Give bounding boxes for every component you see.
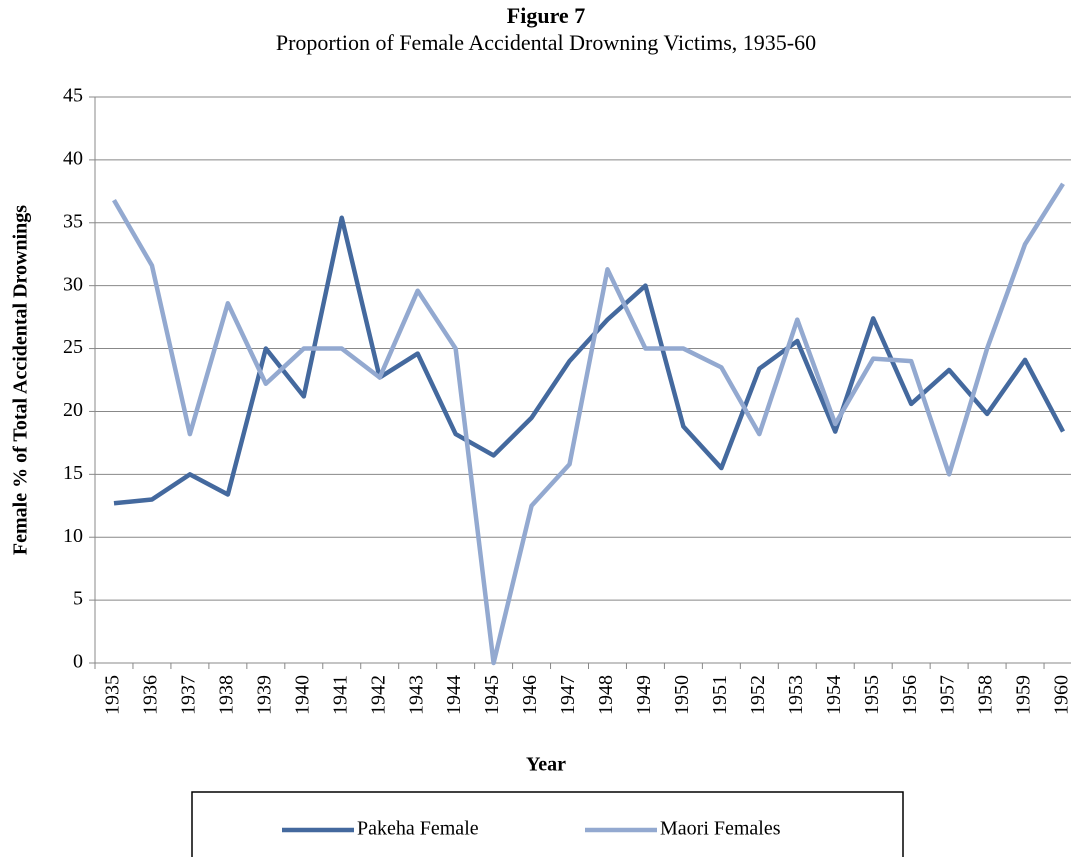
x-tick-label: 1949 bbox=[633, 675, 655, 715]
x-tick-label: 1959 bbox=[1013, 675, 1035, 715]
x-tick-label: 1945 bbox=[481, 675, 503, 715]
x-tick-label: 1952 bbox=[747, 675, 769, 715]
chart-subtitle: Proportion of Female Accidental Drowning… bbox=[276, 30, 816, 55]
y-tick-label: 35 bbox=[63, 210, 83, 232]
x-tick-label: 1944 bbox=[443, 675, 465, 715]
series-line bbox=[112, 182, 1065, 666]
chart-title: Figure 7 bbox=[507, 3, 585, 28]
x-tick-label: 1951 bbox=[709, 675, 731, 715]
y-tick-label: 20 bbox=[63, 399, 83, 421]
x-tick-label: 1950 bbox=[671, 675, 693, 715]
x-tick-label: 1940 bbox=[291, 675, 313, 715]
y-tick-label: 10 bbox=[63, 525, 83, 547]
x-tick-label: 1948 bbox=[595, 675, 617, 715]
series-line bbox=[113, 215, 1066, 506]
y-tick-label: 25 bbox=[63, 336, 83, 358]
y-tick-label: 0 bbox=[73, 651, 83, 673]
y-tick-label: 5 bbox=[73, 588, 83, 610]
legend-label: Maori Females bbox=[660, 818, 781, 840]
y-tick-label: 40 bbox=[63, 147, 83, 169]
x-tick-label: 1941 bbox=[329, 675, 351, 715]
x-tick-label: 1956 bbox=[899, 675, 921, 715]
x-tick-label: 1960 bbox=[1051, 675, 1071, 715]
y-tick-label: 45 bbox=[63, 85, 83, 107]
x-tick-label: 1942 bbox=[367, 675, 389, 715]
x-tick-label: 1936 bbox=[140, 675, 162, 715]
y-tick-label: 15 bbox=[63, 462, 83, 484]
x-tick-label: 1954 bbox=[823, 675, 845, 715]
x-tick-label: 1947 bbox=[557, 675, 579, 715]
x-tick-label: 1938 bbox=[215, 675, 237, 715]
x-tick-label: 1953 bbox=[785, 675, 807, 715]
x-tick-label: 1946 bbox=[519, 675, 541, 715]
x-tick-label: 1937 bbox=[177, 675, 199, 715]
x-tick-label: 1943 bbox=[405, 675, 427, 715]
x-tick-label: 1939 bbox=[253, 675, 275, 715]
x-tick-label: 1935 bbox=[102, 675, 124, 715]
legend-box bbox=[191, 791, 904, 857]
y-tick-label: 30 bbox=[63, 273, 83, 295]
legend-label: Pakeha Female bbox=[357, 818, 479, 840]
x-tick-label: 1958 bbox=[975, 675, 997, 715]
y-axis-label: Female % of Total Accidental Drownings bbox=[10, 205, 32, 555]
x-tick-label: 1957 bbox=[937, 675, 959, 715]
x-tick-label: 1955 bbox=[861, 675, 883, 715]
x-axis-label: Year bbox=[526, 754, 566, 776]
